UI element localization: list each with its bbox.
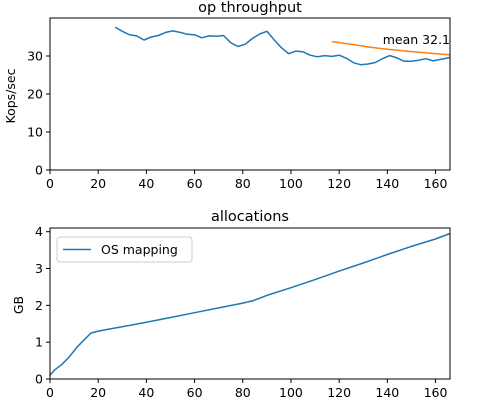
- throughput-xtick-label: 100: [279, 176, 303, 191]
- throughput-xtick-label: 80: [235, 176, 251, 191]
- allocations-xtick-label: 0: [46, 385, 54, 400]
- throughput-axes-frame: [49, 17, 451, 171]
- throughput-ytick-label: 10: [27, 125, 43, 140]
- throughput-ytick-label: 0: [35, 163, 43, 178]
- throughput-xtick-label: 60: [187, 176, 203, 191]
- allocations-ytick-label: 0: [35, 372, 43, 387]
- allocations-ylabel: GB: [11, 296, 26, 314]
- allocations-axes-frame: [49, 227, 451, 380]
- allocations-ytick-label: 3: [35, 261, 43, 276]
- throughput-xtick-label: 120: [327, 176, 351, 191]
- throughput-series-line-1: [331, 40, 451, 56]
- allocations-ytick-label: 4: [35, 224, 43, 239]
- throughput-xtick-label: 160: [424, 176, 448, 191]
- legend-box: [56, 236, 193, 263]
- allocations-xtick-label: 20: [90, 385, 106, 400]
- throughput-series-line-0: [114, 26, 451, 66]
- allocations-title: allocations: [211, 209, 289, 225]
- allocations-xtick-label: 160: [424, 385, 448, 400]
- allocations-ytick-label: 1: [35, 335, 43, 350]
- allocations-xtick-label: 60: [187, 385, 203, 400]
- legend-label-os-mapping: OS mapping: [101, 242, 178, 257]
- allocations-ytick-label: 2: [35, 298, 43, 313]
- allocations-xtick-label: 100: [279, 385, 303, 400]
- throughput-xtick-label: 20: [90, 176, 106, 191]
- throughput-xtick-label: 140: [375, 176, 399, 191]
- allocations-legend: OS mapping: [56, 236, 193, 263]
- allocations-panel: allocations GB 0 20 40 60 80 100 120 140 160 0 1 2 3…: [11, 209, 451, 400]
- mean-annotation: mean 32.1: [383, 32, 450, 47]
- allocations-xtick-label: 140: [375, 385, 399, 400]
- throughput-ylabel: Kops/sec: [3, 68, 18, 123]
- throughput-xtick-label: 0: [46, 176, 54, 191]
- allocations-series-line-0: [49, 232, 451, 376]
- allocations-xtick-label: 120: [327, 385, 351, 400]
- throughput-xtick-label: 40: [138, 176, 154, 191]
- throughput-title: op throughput: [198, 0, 302, 16]
- allocations-xtick-label: 80: [235, 385, 251, 400]
- allocations-xtick-label: 40: [138, 385, 154, 400]
- throughput-ytick-label: 20: [27, 87, 43, 102]
- throughput-panel: op throughput Kops/sec 0 20 40 60 80 100 120 14…: [3, 0, 451, 191]
- throughput-ytick-label: 30: [27, 49, 43, 64]
